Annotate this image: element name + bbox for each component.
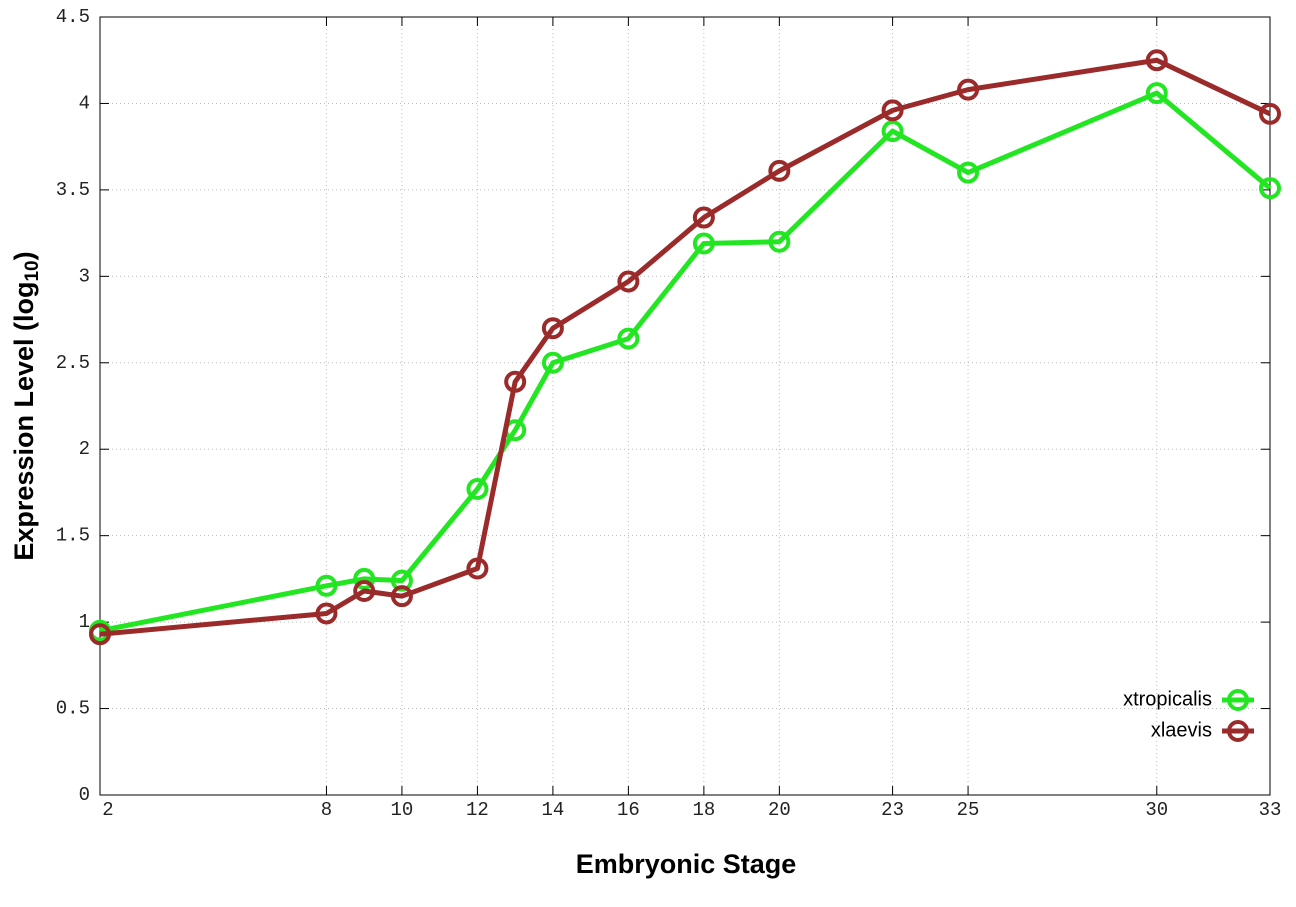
x-tick-label: 16 — [617, 799, 640, 821]
point — [504, 370, 527, 393]
x-tick-label: 25 — [957, 799, 980, 821]
point — [541, 317, 564, 340]
point — [692, 232, 715, 255]
point — [315, 574, 338, 597]
y-tick-label: 2.5 — [56, 352, 90, 374]
y-axis-label: Expression Level (log10) — [9, 251, 43, 560]
x-tick-label: 23 — [881, 799, 904, 821]
point — [466, 557, 489, 580]
point — [1259, 102, 1281, 125]
x-tick-label: 30 — [1145, 799, 1168, 821]
y-label-end: ) — [9, 251, 39, 260]
x-tick-label: 2 — [102, 799, 113, 821]
legend-marker — [1227, 689, 1249, 711]
series-line — [99, 57, 1272, 637]
point — [768, 159, 791, 182]
legend-label: xlaevis — [1151, 719, 1212, 741]
point — [315, 602, 338, 625]
x-tick-label: 20 — [768, 799, 791, 821]
y-label-sub: 10 — [22, 260, 43, 281]
series-line — [99, 90, 1272, 634]
y-tick-label: 2 — [79, 438, 90, 460]
x-tick-label: 12 — [466, 799, 489, 821]
x-tick-label: 14 — [541, 799, 564, 821]
y-tick-label: 4.5 — [56, 6, 90, 28]
point — [353, 579, 376, 602]
point — [353, 567, 376, 590]
y-tick-label: 4 — [79, 92, 90, 114]
legend-label: xtropicalis — [1123, 688, 1212, 710]
point — [768, 230, 791, 253]
point — [541, 351, 564, 374]
point — [881, 99, 904, 122]
point — [957, 161, 980, 184]
point — [617, 270, 640, 293]
point — [617, 327, 640, 350]
y-tick-label: 1 — [79, 611, 90, 633]
y-tick-label: 1.5 — [56, 525, 90, 547]
x-axis-label: Embryonic Stage — [576, 849, 797, 879]
legend-marker — [1227, 720, 1249, 742]
y-tick-label: 3 — [79, 265, 90, 287]
point — [881, 120, 904, 143]
point — [692, 206, 715, 229]
x-tick-label: 10 — [391, 799, 414, 821]
y-label-text: Expression Level (log — [9, 282, 39, 561]
plot-frame — [99, 16, 1271, 796]
point — [89, 623, 111, 646]
y-tick-label: 0.5 — [56, 698, 90, 720]
y-tick-label: 0 — [79, 784, 90, 806]
point — [390, 585, 413, 608]
y-tick-label: 3.5 — [56, 179, 90, 201]
x-tick-label: 33 — [1259, 799, 1282, 821]
point — [1259, 177, 1281, 200]
x-tick-label: 18 — [692, 799, 715, 821]
point — [390, 569, 413, 592]
x-tick-label: 8 — [321, 799, 332, 821]
point — [1145, 82, 1168, 105]
point — [957, 78, 980, 101]
point — [466, 477, 489, 500]
point — [1145, 49, 1168, 72]
